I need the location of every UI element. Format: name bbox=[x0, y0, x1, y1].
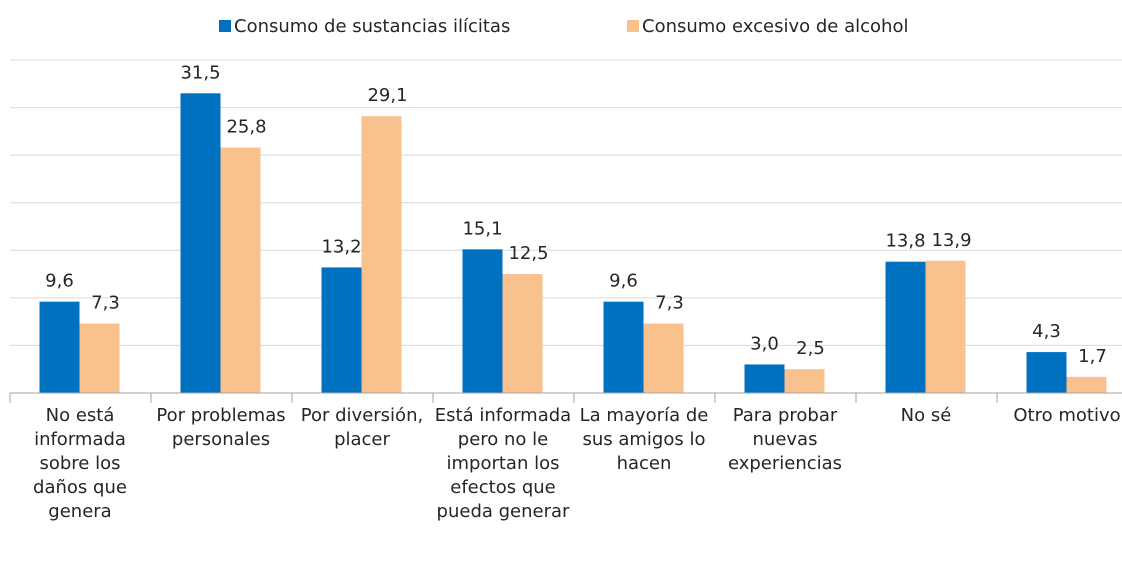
value-label: 25,8 bbox=[226, 117, 266, 138]
value-label: 12,5 bbox=[508, 243, 548, 264]
legend-swatch bbox=[627, 20, 639, 32]
value-label: 9,6 bbox=[609, 271, 638, 292]
value-label: 9,6 bbox=[45, 271, 74, 292]
x-tick-label: Otro motivo bbox=[1013, 405, 1121, 426]
value-label: 4,3 bbox=[1032, 321, 1061, 342]
bar bbox=[180, 93, 221, 394]
bar bbox=[643, 323, 684, 393]
bar bbox=[603, 301, 644, 393]
bar bbox=[321, 267, 362, 393]
legend-label: Consumo excesivo de alcohol bbox=[642, 16, 908, 37]
value-label: 3,0 bbox=[750, 333, 779, 354]
x-tick-label: No está informada sobre los daños que ge… bbox=[33, 405, 127, 522]
legend-swatch bbox=[219, 20, 231, 32]
value-label: 13,2 bbox=[321, 236, 361, 257]
bar bbox=[462, 249, 503, 393]
bar bbox=[784, 369, 825, 393]
legend-label: Consumo de sustancias ilícitas bbox=[234, 16, 510, 37]
bar bbox=[885, 261, 926, 393]
bar bbox=[502, 274, 543, 393]
x-tick-label: Para probar nuevas experiencias bbox=[727, 405, 843, 474]
value-label: 15,1 bbox=[462, 218, 502, 239]
bar bbox=[1066, 376, 1107, 393]
value-label: 13,9 bbox=[931, 230, 971, 251]
value-label: 29,1 bbox=[367, 85, 407, 106]
bar bbox=[925, 260, 966, 393]
bar bbox=[744, 364, 785, 393]
value-label: 13,8 bbox=[885, 231, 925, 252]
bar bbox=[79, 323, 120, 393]
x-tick-label: Por diversión, placer bbox=[300, 405, 424, 450]
x-tick-label: Está informada pero no le importan los e… bbox=[434, 405, 572, 522]
bar bbox=[220, 147, 261, 393]
x-tick-label: La mayoría de sus amigos lo hacen bbox=[579, 405, 709, 474]
x-tick-label: Por problemas personales bbox=[156, 405, 286, 450]
bar bbox=[1026, 352, 1067, 393]
x-tick-label: No sé bbox=[900, 405, 952, 426]
bar bbox=[39, 301, 80, 393]
value-label: 2,5 bbox=[796, 338, 825, 359]
bar bbox=[361, 116, 402, 394]
value-label: 1,7 bbox=[1078, 346, 1107, 367]
value-label: 7,3 bbox=[655, 293, 684, 314]
value-label: 31,5 bbox=[180, 62, 220, 83]
value-label: 7,3 bbox=[91, 293, 120, 314]
